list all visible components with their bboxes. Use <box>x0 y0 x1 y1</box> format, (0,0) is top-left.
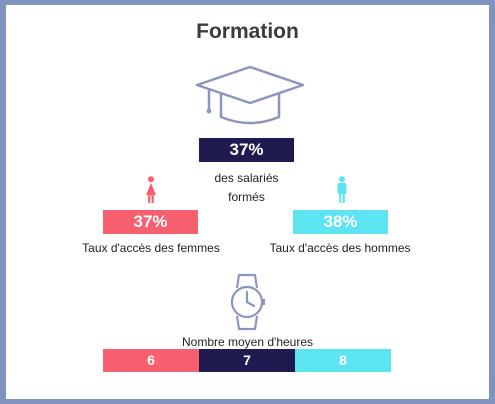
hours-women-segment: 6 <box>103 349 199 372</box>
hours-all-segment: 7 <box>199 349 295 372</box>
man-icon <box>337 176 347 203</box>
men-percent-badge: 38% <box>293 210 388 234</box>
graduation-cap-icon <box>195 65 305 125</box>
formation-panel: Formation 37% des salariés formés 37% 38… <box>6 5 489 399</box>
trained-label-line1: des salariés <box>214 171 279 185</box>
woman-icon <box>146 176 156 203</box>
women-percent-badge: 37% <box>103 210 198 234</box>
men-access-label: Taux d'accès des hommes <box>269 241 411 255</box>
hours-men-segment: 8 <box>295 349 391 372</box>
average-hours-label: Nombre moyen d'heures <box>181 335 314 349</box>
trained-label: des salariés formés <box>199 169 294 207</box>
trained-percent-badge: 37% <box>199 138 294 162</box>
page-title: Formation <box>196 20 299 43</box>
trained-label-line2: formés <box>228 190 265 204</box>
women-access-label: Taux d'accès des femmes <box>82 241 220 255</box>
wristwatch-icon <box>230 273 265 331</box>
